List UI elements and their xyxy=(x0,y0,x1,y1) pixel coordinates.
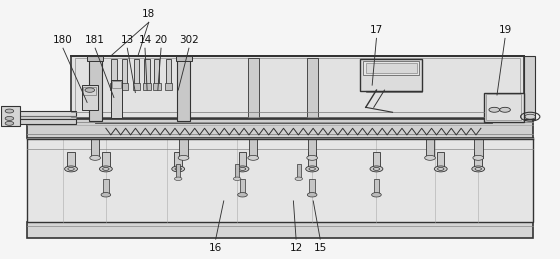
Bar xyxy=(374,179,379,193)
Text: 302: 302 xyxy=(179,34,199,45)
Bar xyxy=(361,59,422,91)
Bar xyxy=(235,164,239,177)
Bar xyxy=(175,56,192,61)
Bar xyxy=(177,56,190,121)
Bar xyxy=(110,83,118,90)
Circle shape xyxy=(472,166,484,172)
Text: 14: 14 xyxy=(138,34,152,45)
Bar xyxy=(239,152,246,168)
Circle shape xyxy=(100,166,113,172)
Circle shape xyxy=(5,117,13,120)
Bar xyxy=(121,83,128,90)
Bar xyxy=(176,164,180,177)
Text: 17: 17 xyxy=(370,25,383,35)
Bar xyxy=(134,59,139,84)
Bar xyxy=(1,119,76,124)
Bar xyxy=(240,179,245,193)
Circle shape xyxy=(236,166,249,172)
Bar xyxy=(484,92,524,122)
Circle shape xyxy=(424,155,435,160)
Circle shape xyxy=(435,166,447,172)
Circle shape xyxy=(85,88,95,92)
Circle shape xyxy=(500,107,510,112)
Bar xyxy=(88,56,101,121)
Text: 181: 181 xyxy=(85,34,105,45)
Bar xyxy=(249,139,258,158)
Bar xyxy=(27,137,534,222)
Text: 12: 12 xyxy=(290,243,303,253)
Bar xyxy=(524,56,534,119)
Circle shape xyxy=(101,193,111,197)
Bar xyxy=(165,83,172,90)
Bar xyxy=(366,63,417,73)
Bar xyxy=(1,116,76,119)
Bar xyxy=(103,179,109,193)
Circle shape xyxy=(5,109,13,113)
Circle shape xyxy=(172,166,185,172)
Circle shape xyxy=(234,177,241,181)
Bar xyxy=(426,139,435,158)
Bar xyxy=(83,87,96,95)
Bar xyxy=(111,59,116,84)
Bar xyxy=(113,82,121,88)
Circle shape xyxy=(248,155,259,160)
Bar xyxy=(122,59,127,84)
Bar xyxy=(71,56,524,119)
Bar xyxy=(297,164,301,177)
Circle shape xyxy=(307,193,317,197)
Circle shape xyxy=(372,193,381,197)
Circle shape xyxy=(64,166,77,172)
Bar xyxy=(144,59,150,84)
Bar xyxy=(309,152,316,168)
Circle shape xyxy=(489,107,500,112)
Bar xyxy=(143,83,151,90)
Bar xyxy=(76,58,520,117)
Bar xyxy=(166,59,171,84)
Bar xyxy=(1,106,20,126)
Text: 19: 19 xyxy=(498,25,512,35)
Circle shape xyxy=(90,155,100,160)
Bar xyxy=(27,222,534,238)
Text: 16: 16 xyxy=(209,243,222,253)
Bar xyxy=(67,152,75,168)
Bar xyxy=(91,139,100,158)
Circle shape xyxy=(5,121,13,125)
Bar xyxy=(474,152,482,168)
Bar xyxy=(1,111,76,116)
Bar xyxy=(82,85,98,110)
Bar xyxy=(474,139,483,158)
Text: 180: 180 xyxy=(53,34,73,45)
Circle shape xyxy=(370,166,383,172)
Bar xyxy=(87,56,103,61)
Bar xyxy=(307,58,318,118)
Text: 20: 20 xyxy=(155,34,167,45)
Bar xyxy=(27,118,534,138)
Bar xyxy=(437,152,445,168)
Bar xyxy=(153,83,161,90)
Bar xyxy=(363,61,419,75)
Circle shape xyxy=(295,177,302,181)
Bar xyxy=(308,139,316,158)
Bar xyxy=(154,59,160,84)
Bar xyxy=(486,94,521,120)
Circle shape xyxy=(306,166,319,172)
Circle shape xyxy=(178,155,189,160)
Circle shape xyxy=(473,155,484,160)
Text: 18: 18 xyxy=(142,9,155,19)
Circle shape xyxy=(175,177,182,181)
Circle shape xyxy=(237,193,248,197)
Text: 13: 13 xyxy=(120,34,134,45)
Bar xyxy=(175,152,182,168)
Circle shape xyxy=(307,155,318,160)
Bar xyxy=(111,80,122,118)
Bar xyxy=(102,152,110,168)
Bar xyxy=(373,152,380,168)
Bar xyxy=(310,179,315,193)
Text: 15: 15 xyxy=(314,243,327,253)
Bar xyxy=(133,83,140,90)
Bar xyxy=(179,139,188,158)
Bar xyxy=(248,58,259,118)
